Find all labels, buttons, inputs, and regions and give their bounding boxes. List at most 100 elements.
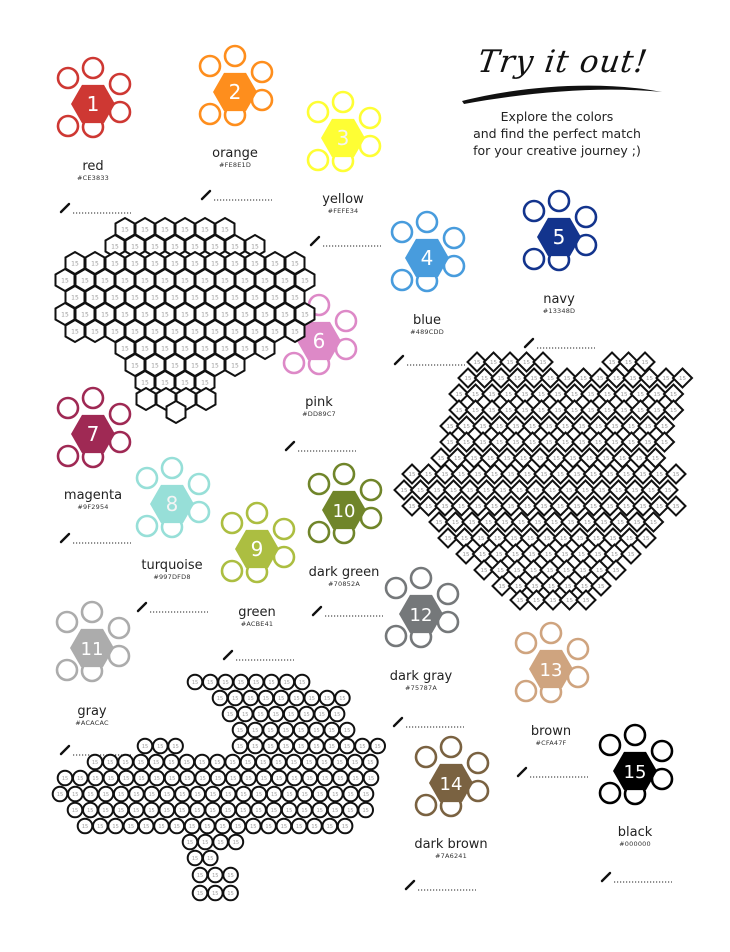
cell-number: 15	[496, 424, 503, 430]
bead-circle	[359, 478, 383, 502]
color-hex: #FEFE34	[327, 207, 359, 215]
cell-number: 15	[527, 536, 534, 542]
cell-number: 15	[550, 598, 557, 604]
cell-number: 15	[121, 312, 129, 319]
diamond-cell	[580, 399, 602, 421]
circle-cell	[362, 769, 380, 787]
cell-number: 15	[461, 536, 468, 542]
cell-number: 15	[217, 696, 223, 702]
cell-number: 15	[184, 776, 190, 782]
cell-number: 15	[499, 584, 506, 590]
color-swatch-11: 11	[55, 600, 131, 683]
cell-number: 15	[138, 776, 144, 782]
cell-number: 15	[200, 776, 206, 782]
cell-number: 15	[195, 792, 201, 798]
color-name: black	[617, 825, 653, 840]
cell-number: 15	[508, 472, 515, 478]
diamond-cell	[516, 495, 539, 517]
cell-number: 15	[613, 568, 620, 574]
cell-number: 15	[334, 712, 340, 718]
swatch-number: 11	[81, 639, 104, 660]
cell-number: 15	[245, 776, 251, 782]
cell-number: 15	[425, 472, 432, 478]
diamond-cell	[617, 351, 640, 373]
cell-number: 15	[153, 760, 159, 766]
cell-number: 15	[172, 744, 178, 750]
cell-number: 15	[324, 696, 330, 702]
swatch-number: 2	[229, 80, 242, 104]
color-name: dark green	[308, 565, 380, 580]
cell-number: 15	[545, 552, 552, 558]
cell-number: 15	[181, 227, 189, 234]
diamond-cell	[648, 463, 671, 485]
cell-number: 15	[467, 488, 474, 494]
cell-number: 15	[197, 891, 203, 897]
circle-pattern: 15 15 15 15 15 15 15 15 15 15 15 15 15 15 15 15 15 15 15 15…	[51, 673, 387, 902]
cell-number: 15	[189, 824, 195, 830]
cell-number: 15	[133, 808, 139, 814]
cell-number: 15	[469, 520, 476, 526]
cell-number: 15	[233, 840, 239, 846]
page-title: Try it out!	[475, 44, 651, 80]
color-swatch-5: 5	[522, 189, 598, 272]
diamond-cell	[467, 495, 489, 517]
pencil-body	[523, 337, 535, 349]
swatch-hexagon	[297, 321, 341, 361]
cell-number: 15	[284, 680, 290, 686]
diamond-cell	[601, 351, 623, 373]
swatch-number: 1	[87, 92, 100, 116]
bead-circle	[358, 106, 382, 130]
cell-number: 15	[595, 424, 602, 430]
cell-number: 15	[121, 278, 129, 285]
cell-number: 15	[483, 488, 490, 494]
hexagon-pattern: 15 15 15 15 15 15 15 15 15 15 15 15 15 15 15 15 15 15 15 15…	[54, 216, 316, 425]
cell-number: 15	[595, 552, 602, 558]
cell-number: 15	[131, 363, 139, 370]
cell-number: 15	[562, 440, 569, 446]
cell-number: 15	[81, 312, 89, 319]
cell-number: 15	[143, 824, 149, 830]
cell-number: 15	[311, 824, 317, 830]
swatch-hexagon	[150, 484, 194, 524]
cell-number: 15	[238, 680, 244, 686]
swatch-number: 9	[251, 537, 264, 561]
circle-cell	[222, 866, 239, 884]
cell-number: 15	[202, 840, 208, 846]
cell-number: 15	[598, 584, 605, 590]
diamond-cell	[497, 399, 520, 421]
diamond-cell	[542, 589, 564, 611]
bead-circle	[282, 351, 306, 375]
diamond-cell	[417, 463, 440, 485]
cell-number: 15	[133, 792, 139, 798]
cell-number: 15	[291, 295, 299, 302]
cell-number: 15	[478, 536, 485, 542]
bead-circle	[56, 114, 80, 138]
cell-number: 15	[291, 329, 299, 336]
cell-number: 15	[131, 261, 139, 268]
cell-number: 15	[661, 440, 668, 446]
swatch-number: 7	[87, 422, 100, 446]
diamond-cell	[662, 399, 685, 421]
diamond-cell	[640, 479, 663, 501]
diamond-pattern: 15 15 15 15 15 15 15 15 15 15 15 15 15 15 15 15 15 15 15 15…	[393, 351, 694, 611]
bead-circle	[108, 72, 132, 96]
cell-number: 15	[201, 380, 209, 387]
diamond-cell	[655, 367, 677, 389]
cell-number: 15	[141, 227, 149, 234]
circle-cell	[362, 753, 379, 771]
bead-circle	[245, 501, 269, 525]
cell-number: 15	[220, 824, 226, 830]
cell-number: 15	[283, 728, 289, 734]
diamond-cell	[634, 351, 656, 373]
diamond-cell	[615, 495, 638, 517]
cell-number: 15	[92, 776, 98, 782]
bead-circle	[514, 631, 538, 655]
cell-number: 15	[496, 552, 503, 558]
cell-number: 15	[625, 360, 632, 366]
cell-number: 15	[62, 776, 68, 782]
bead-circle	[415, 210, 439, 234]
cell-number: 15	[192, 856, 198, 862]
cell-number: 15	[417, 488, 424, 494]
bead-circle	[272, 517, 296, 541]
cell-number: 15	[566, 598, 573, 604]
